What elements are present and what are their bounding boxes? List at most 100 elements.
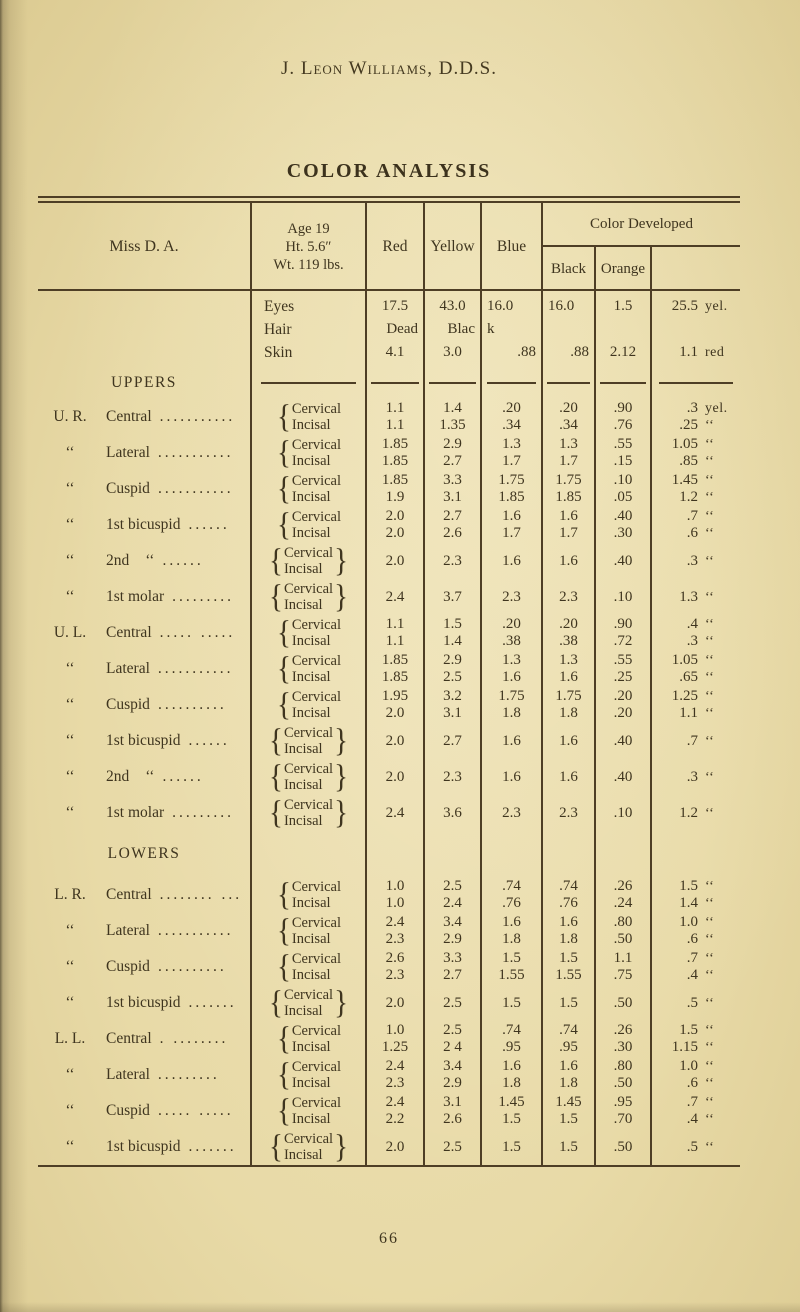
brace-open: { (276, 912, 291, 949)
value-cell-black: 2.3 (543, 579, 596, 615)
tooth-name: Central (106, 408, 152, 425)
tooth-row: ‘‘ 1st molar......... {Cervical Incisal} 2.4… (38, 579, 740, 615)
developed-value: .6 ‘‘ (652, 1075, 740, 1092)
developed-number: 1.5 (679, 1022, 698, 1038)
value-cell-black: 1.75 1.85 (543, 471, 596, 507)
value-cell-blue: 2.3 (482, 579, 543, 615)
part-label: Cervical (291, 473, 342, 489)
value: 1.6 (559, 669, 578, 685)
vitals-value: 3.0 (443, 343, 462, 360)
value-cell-red: 1.85 1.85 (367, 435, 425, 471)
value: 1.6 (559, 914, 578, 930)
subheader-orange-label: Orange (600, 260, 646, 277)
column-divider-dash (600, 382, 646, 384)
value: .26 (613, 1022, 633, 1038)
part-labels: Cervical Incisal (284, 797, 333, 829)
value: 1.5 (502, 994, 521, 1011)
value-cell-blue: 1.5 (482, 1129, 543, 1165)
value: .40 (613, 508, 633, 524)
part-labels: Cervical Incisal (284, 581, 333, 613)
value: 3.4 (443, 1058, 462, 1074)
stat-age: Age 19 (287, 221, 330, 237)
value-cell-orange: .26.30 (596, 1021, 652, 1057)
developed-number: 1.5 (679, 878, 698, 894)
value-cell-blue: .20.38 (482, 615, 543, 651)
value-cell-orange: .10.05 (596, 471, 652, 507)
value: 1.75 (498, 688, 525, 704)
value-cell-yellow: 3.3 3.1 (425, 471, 482, 507)
developed-cell: 1.0 ‘‘ .6 ‘‘ (652, 1057, 740, 1093)
value: 2.6 (443, 1111, 462, 1127)
value: .74 (559, 878, 578, 894)
page-gutter-shadow (0, 0, 28, 1312)
value: .38 (559, 633, 578, 649)
value-cell-black: 1.3 1.7 (543, 435, 596, 471)
value: 2.0 (385, 994, 405, 1011)
developed-unit: ‘‘ (705, 553, 715, 569)
developed-unit: ‘‘ (705, 490, 715, 505)
tooth-side-label: ‘‘ (65, 552, 75, 569)
part-cell: {Cervical Incisal} (252, 985, 367, 1021)
value-cell-black: 1.6 (543, 543, 596, 579)
developed-unit: ‘‘ (705, 526, 715, 541)
developed-value: 1.2 ‘‘ (652, 805, 740, 822)
value: 1.95 (381, 688, 409, 704)
value: 1.5 (559, 1138, 578, 1155)
developed-unit: ‘‘ (705, 473, 715, 488)
vitals-value: Dead (386, 320, 418, 337)
tooth-name: Cuspid (106, 480, 150, 497)
value: .20 (502, 400, 521, 416)
developed-value: 1.1 ‘‘ (652, 705, 740, 722)
value: 1.1 (385, 616, 405, 632)
developed-value: .7 ‘‘ (652, 950, 740, 967)
developed-number: 1.15 (671, 1039, 698, 1055)
value-cell-black: 1.45 1.5 (543, 1093, 596, 1129)
value: 2.7 (443, 732, 462, 749)
value-cell-blue: 1.6 (482, 759, 543, 795)
leader-dots: .......... (157, 958, 227, 975)
value-cell-black: .74.95 (543, 1021, 596, 1057)
value-cell-orange: .26.24 (596, 877, 652, 913)
subject-name: Miss D. A. (109, 238, 179, 255)
part-label: Cervical (291, 509, 342, 525)
value-cell-black: 1.6 (543, 759, 596, 795)
value: .20 (502, 616, 521, 632)
tooth-name: Cuspid (106, 696, 150, 713)
value-cell-blue: 1.45 1.5 (482, 1093, 543, 1129)
leader-dots: ........... (157, 480, 234, 497)
developed-number: .7 (686, 508, 698, 524)
vitals-value (596, 318, 650, 341)
value: 2.4 (385, 914, 405, 930)
value: 1.55 (498, 967, 525, 983)
value: 1.8 (559, 931, 578, 947)
value-cell-blue: 1.75 1.8 (482, 687, 543, 723)
value: 1.85 (381, 669, 409, 685)
part-cell: {Cervical Incisal (252, 1021, 367, 1057)
section-label-cell: UPPERS (38, 367, 252, 399)
value: 1.45 (555, 1094, 582, 1110)
part-label: Cervical (291, 1059, 342, 1075)
section-label: LOWERS (107, 845, 181, 862)
tooth-label-cell: ‘‘ 1st molar......... (38, 579, 252, 615)
tooth-label-cell: ‘‘ 1st bicuspid...... (38, 507, 252, 543)
section-filler-cell (367, 831, 425, 877)
value: 1.6 (559, 508, 578, 524)
value-cell-black: 1.6 1.7 (543, 507, 596, 543)
developed-header-label: Color Developed (590, 215, 693, 232)
part-cell: {Cervical Incisal (252, 1093, 367, 1129)
developed-number: .4 (686, 616, 698, 632)
tooth-row: ‘‘ Lateral.........{Cervical Incisal 2.4 2.3… (38, 1057, 740, 1093)
brace-close: } (334, 722, 348, 759)
vitals-value (543, 318, 594, 341)
part-label: Incisal (291, 895, 331, 911)
value-cell-orange: .10 (596, 795, 652, 831)
value: .74 (502, 1022, 521, 1038)
value-cell-yellow: 3.3 2.7 (425, 949, 482, 985)
developed-cell: 1.05 ‘‘ .65 ‘‘ (652, 651, 740, 687)
vitals-cell-blue: 16.0 k .88 (482, 291, 543, 367)
value: 3.3 (443, 950, 462, 966)
developed-number: .25 (679, 417, 698, 433)
section-filler-cell (425, 367, 482, 399)
part-label: Cervical (291, 617, 342, 633)
developed-number: .6 (686, 525, 698, 541)
